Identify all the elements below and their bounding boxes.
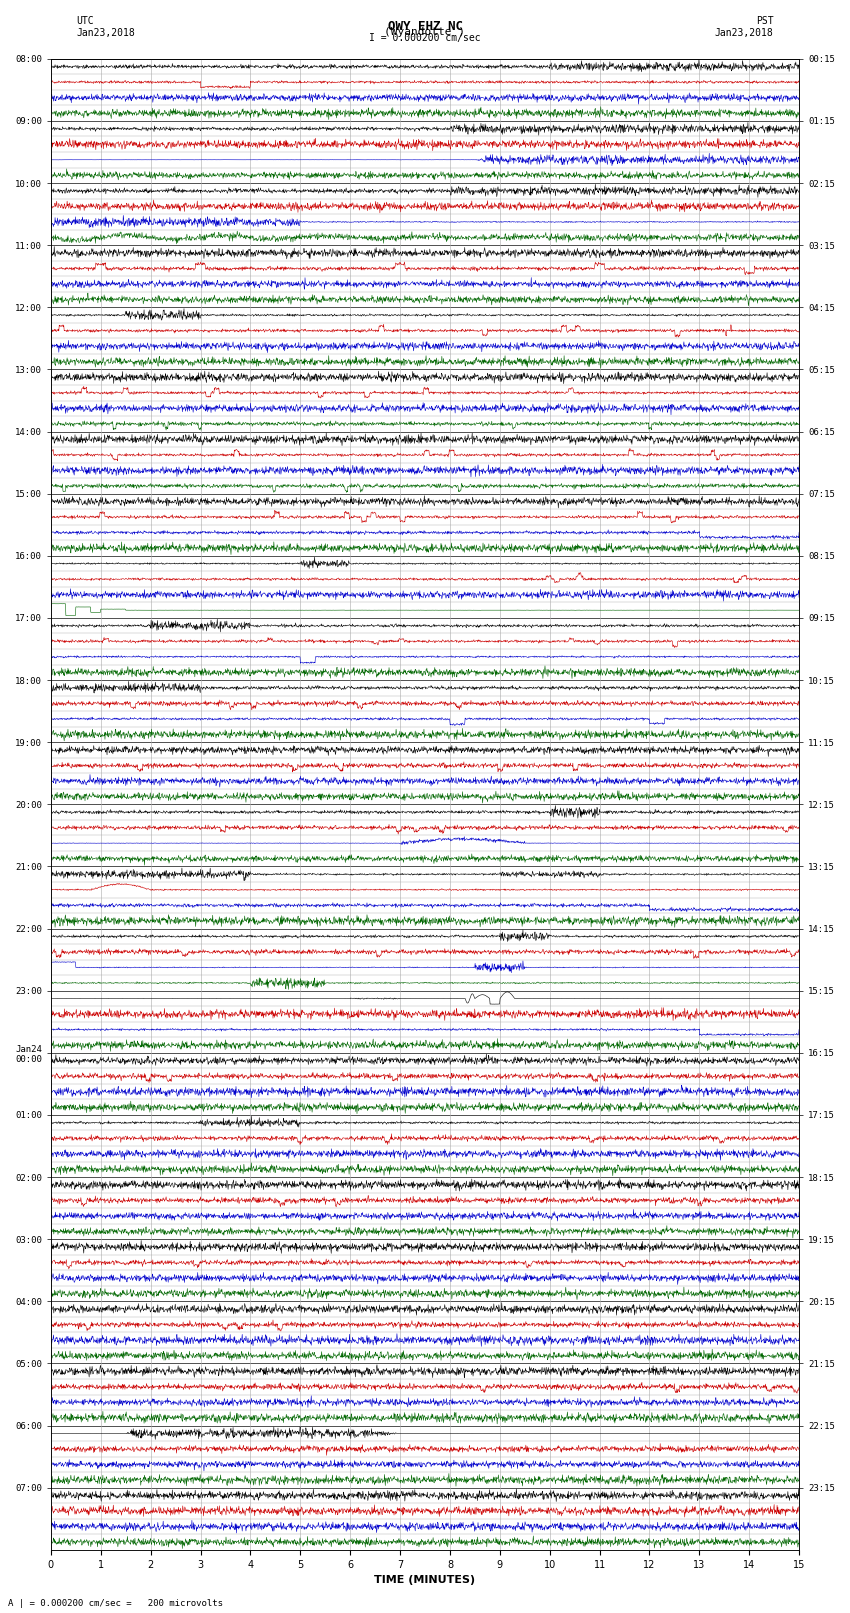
Text: A | = 0.000200 cm/sec =   200 microvolts: A | = 0.000200 cm/sec = 200 microvolts [8, 1598, 224, 1608]
X-axis label: TIME (MINUTES): TIME (MINUTES) [375, 1576, 475, 1586]
Text: OWY EHZ NC: OWY EHZ NC [388, 19, 462, 34]
Text: UTC
Jan23,2018: UTC Jan23,2018 [76, 16, 135, 37]
Text: I = 0.000200 cm/sec: I = 0.000200 cm/sec [369, 32, 481, 44]
Text: (Wyandotte ): (Wyandotte ) [384, 26, 466, 37]
Text: PST
Jan23,2018: PST Jan23,2018 [715, 16, 774, 37]
